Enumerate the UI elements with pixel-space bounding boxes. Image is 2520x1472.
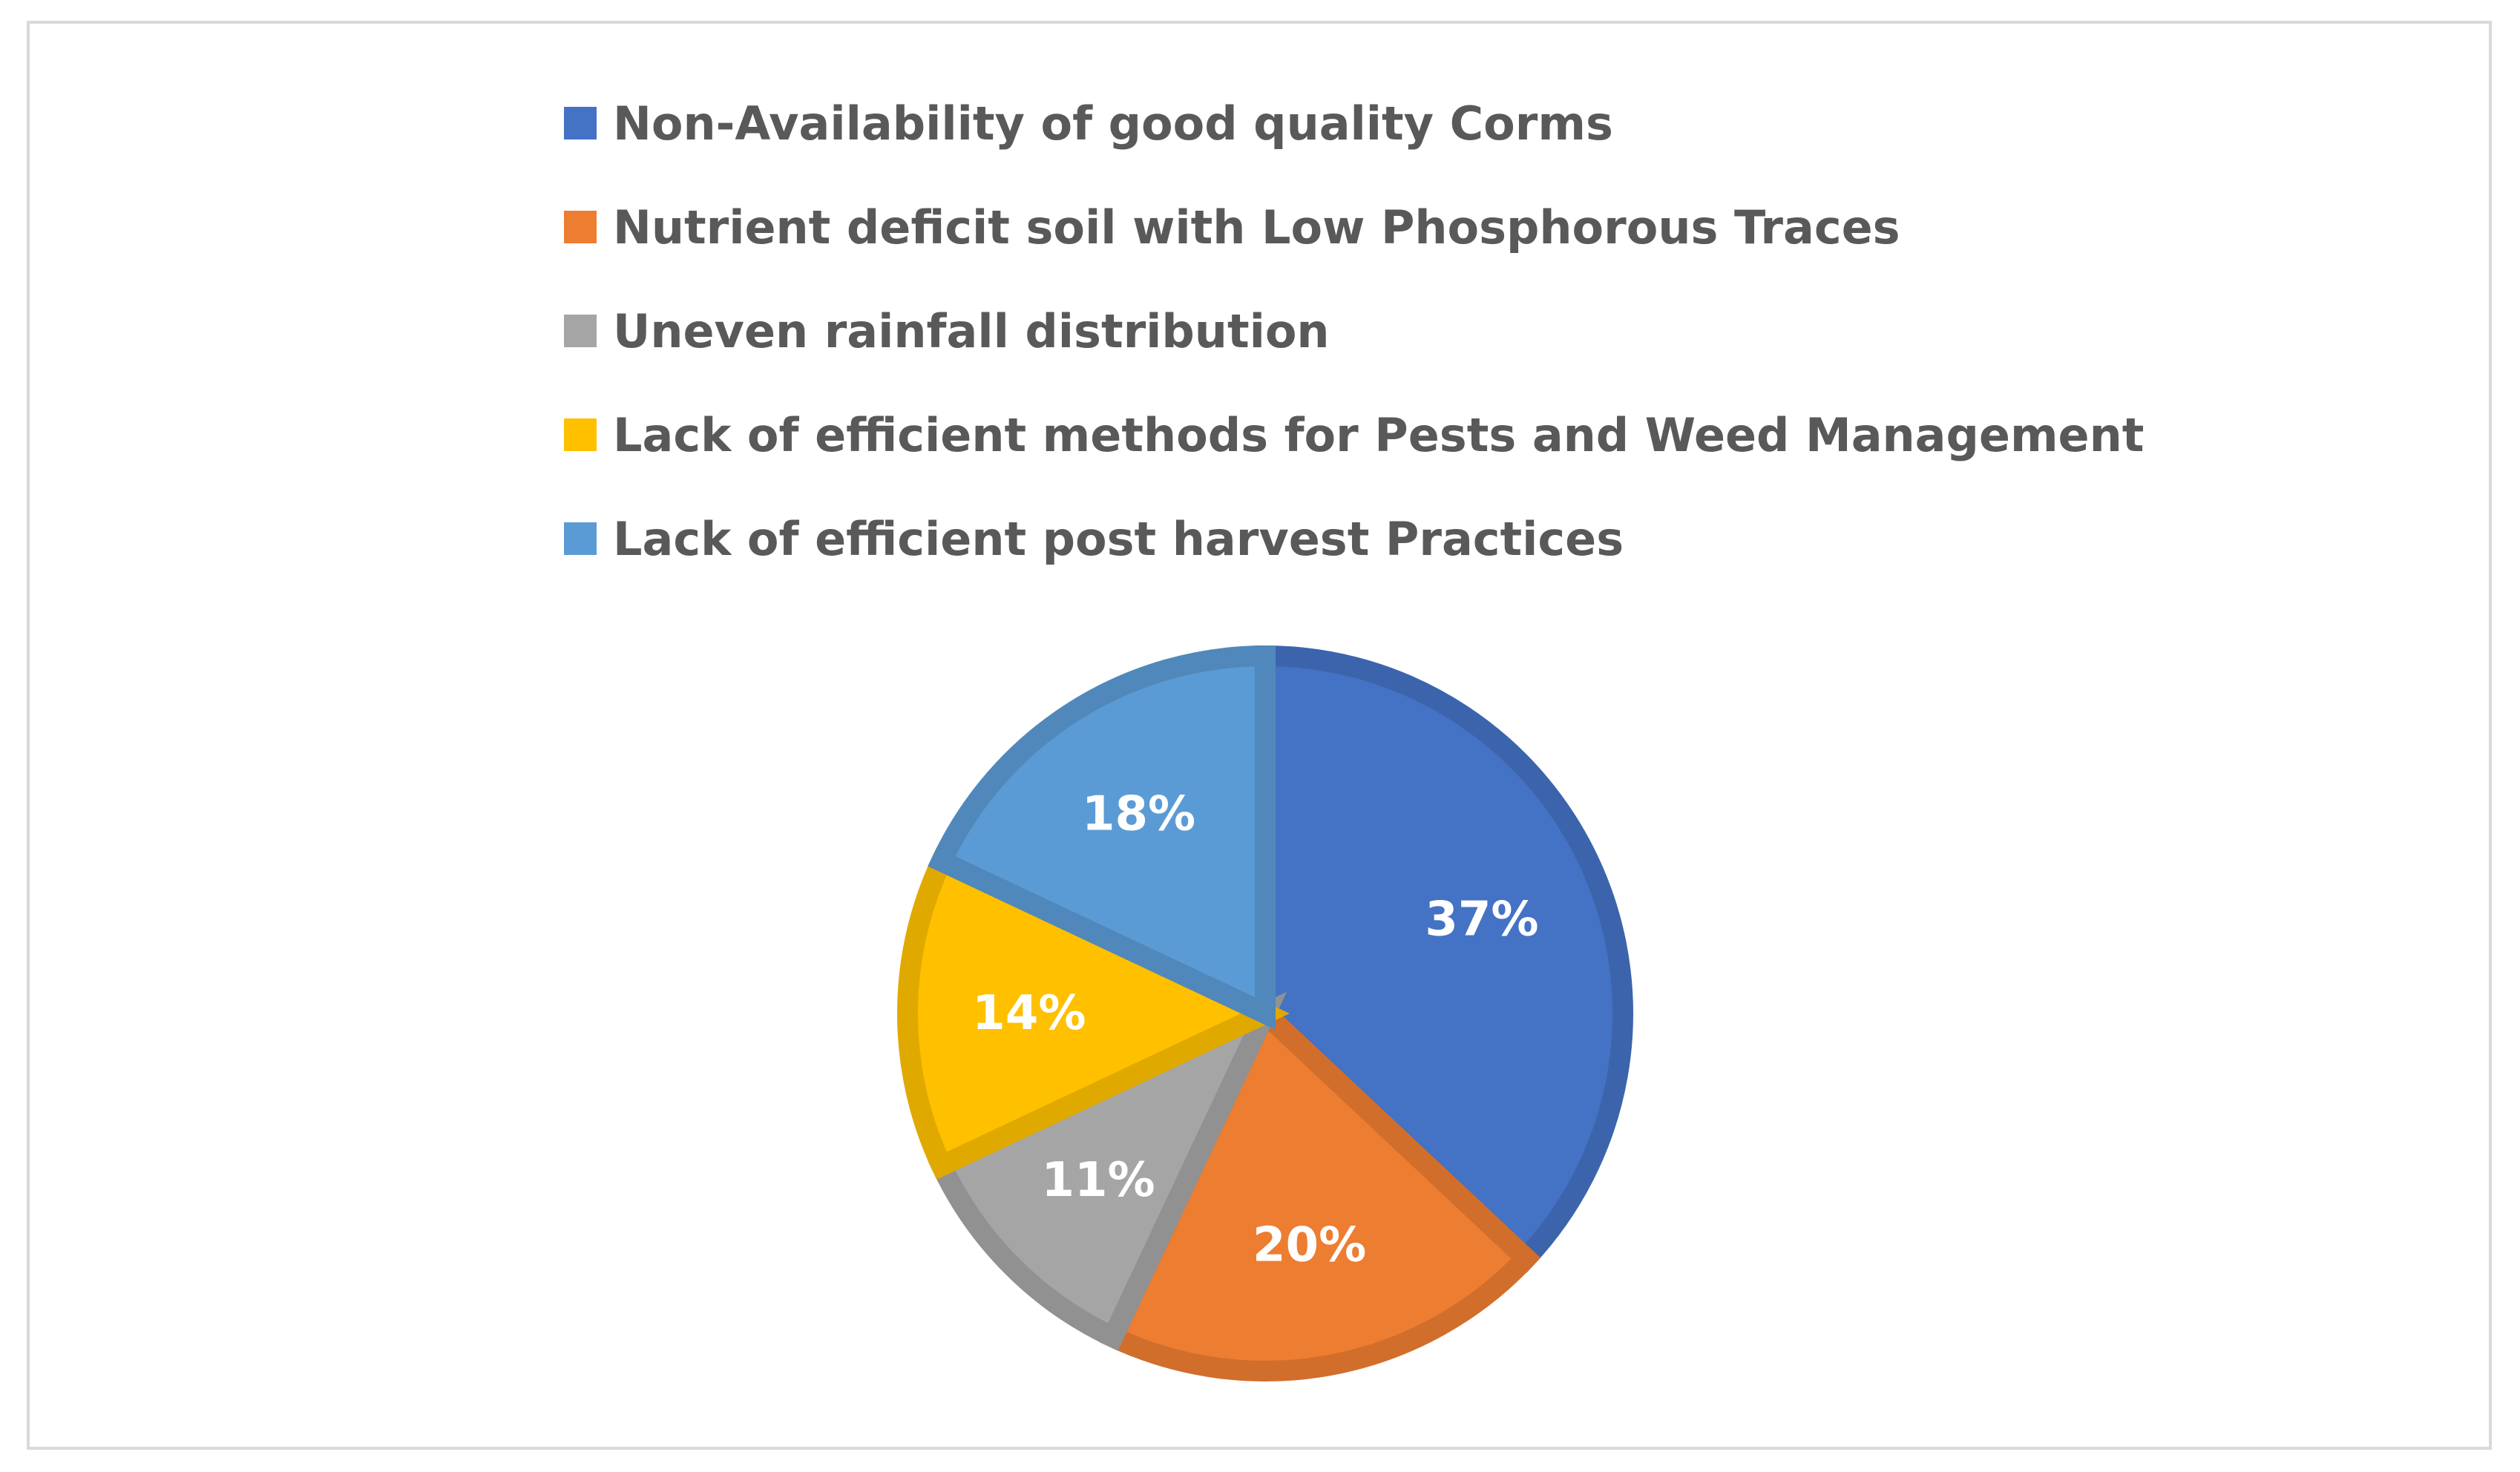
slice-data-label: 18% <box>1082 786 1195 841</box>
pie-slice <box>1099 996 1541 1381</box>
legend-swatch <box>564 315 597 347</box>
slice-data-label: 14% <box>972 986 1086 1041</box>
pie-slice <box>1255 645 1633 1273</box>
legend-swatch <box>564 522 597 555</box>
slice-data-label: 37% <box>1425 893 1538 947</box>
legend-label: Lack of efficient post harvest Practices <box>613 511 1624 566</box>
legend-item: Lack of efficient post harvest Practices <box>564 487 2144 591</box>
legend-swatch <box>564 211 597 243</box>
slice-data-label: 20% <box>1253 1218 1366 1272</box>
legend-item: Uneven rainfall distribution <box>564 279 2144 383</box>
legend-swatch <box>564 107 597 139</box>
legend-label: Nutrient deficit soil with Low Phosphoro… <box>613 200 1900 254</box>
pie-slice <box>896 847 1290 1180</box>
legend-swatch <box>564 418 597 451</box>
chart-legend: Non-Availability of good quality Corms N… <box>564 71 2144 591</box>
legend-label: Lack of efficient methods for Pests and … <box>613 407 2145 462</box>
legend-item: Lack of efficient methods for Pests and … <box>564 383 2144 487</box>
legend-item: Non-Availability of good quality Corms <box>564 71 2144 175</box>
legend-item: Nutrient deficit soil with Low Phosphoro… <box>564 175 2144 279</box>
slice-data-label: 11% <box>1041 1153 1155 1208</box>
legend-label: Uneven rainfall distribution <box>613 303 1330 358</box>
pie-slice <box>928 991 1287 1351</box>
legend-label: Non-Availability of good quality Corms <box>613 96 1613 151</box>
pie-slice <box>928 645 1276 1031</box>
